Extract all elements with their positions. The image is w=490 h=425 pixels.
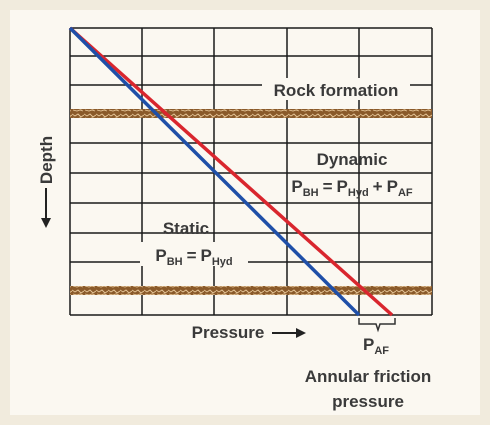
text-part: BH (303, 187, 319, 199)
text-part: P (337, 177, 348, 196)
text-part: AF (374, 345, 389, 357)
friction-label: Annular friction (305, 367, 432, 386)
text-part: = (323, 177, 333, 196)
text-part: P (201, 246, 212, 265)
text-part: Hyd (212, 256, 233, 268)
friction-label: pressure (332, 392, 404, 411)
rock-layer (70, 286, 432, 295)
dynamic-title: Dynamic (317, 150, 388, 169)
depth-label: Depth (37, 136, 56, 184)
text-part: P (155, 246, 166, 265)
diagram: Rock formation Dynamic PBH=PHyd+PAF Stat… (0, 0, 490, 425)
pressure-label: Pressure (192, 323, 265, 342)
text-part: AF (398, 187, 413, 199)
text-part: P (363, 335, 374, 354)
text-part: BH (167, 256, 183, 268)
rock-label: Rock formation (274, 81, 399, 100)
panel (10, 10, 480, 415)
static-title: Static (163, 219, 209, 238)
text-part: P (387, 177, 398, 196)
text-part: Hyd (348, 187, 369, 199)
text-part: P (291, 177, 302, 196)
text-part: = (187, 246, 197, 265)
rock-layer (70, 109, 432, 118)
text-part: + (373, 177, 383, 196)
